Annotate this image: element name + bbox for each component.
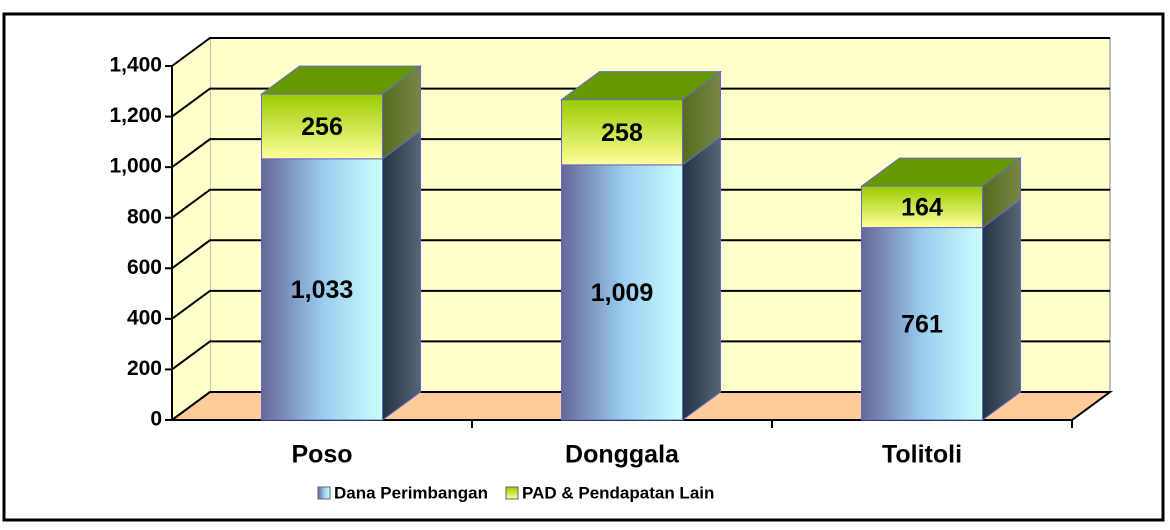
bar-side: [382, 129, 421, 421]
data-label: 1,009: [591, 279, 654, 307]
y-tick-label: 1,400: [109, 54, 162, 77]
data-label: 164: [901, 193, 943, 221]
legend-swatch: [505, 486, 519, 500]
data-label: 1,033: [291, 276, 354, 304]
grid-line: [171, 188, 1110, 219]
x-tick-label: Poso: [291, 441, 352, 469]
x-tick-label: Tolitoli: [882, 441, 962, 469]
data-label: 256: [301, 113, 343, 141]
y-tick-label: 1,000: [109, 155, 162, 178]
grid-line: [171, 138, 1110, 168]
bar: [261, 93, 383, 160]
y-tick-label: 600: [127, 256, 162, 279]
grid-line: [171, 391, 1110, 421]
legend-label: Dana Perimbangan: [334, 483, 488, 502]
bar: [861, 227, 983, 421]
bar-side: [682, 135, 721, 421]
grid-line: [171, 289, 1110, 320]
y-tick-label: 400: [127, 306, 162, 329]
side-wall: [172, 38, 210, 420]
x-tick-label: Donggala: [565, 441, 680, 469]
grid-line: [171, 239, 1110, 270]
y-tick-label: 0: [150, 408, 162, 431]
data-label: 258: [601, 119, 643, 147]
bar: [561, 164, 683, 421]
grid-line: [171, 87, 1110, 118]
bar: [561, 99, 683, 166]
y-tick-label: 200: [127, 357, 162, 380]
legend-label: PAD & Pendapatan Lain: [522, 483, 714, 502]
bar: [261, 158, 383, 421]
bar-side: [982, 198, 1021, 421]
y-tick-label: 800: [127, 205, 162, 228]
data-label: 761: [901, 310, 943, 338]
y-tick-label: 1,200: [109, 104, 162, 127]
legend-swatch: [317, 486, 331, 500]
bar: [861, 185, 983, 229]
grid-line: [171, 37, 1110, 67]
grid-line: [171, 340, 1110, 371]
